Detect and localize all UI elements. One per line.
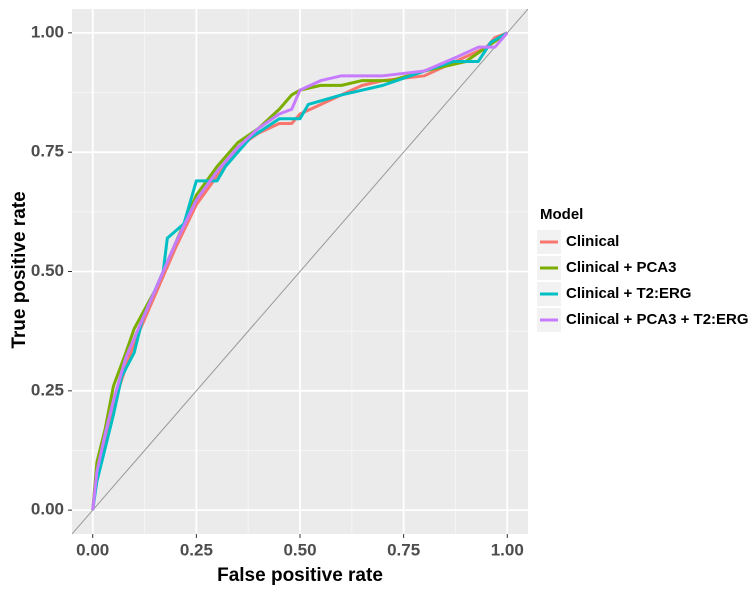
legend-label: Clinical + T2:ERG — [566, 285, 691, 302]
diagonal-reference — [72, 9, 528, 534]
y-tick-label: 0.25 — [31, 380, 64, 399]
y-tick-label: 0.75 — [31, 142, 64, 161]
plot-area — [72, 9, 528, 534]
x-tick-label: 0.75 — [387, 540, 420, 559]
y-tick-label: 1.00 — [31, 22, 64, 41]
x-tick-label: 0.50 — [283, 540, 316, 559]
y-tick-label: 0.00 — [31, 500, 64, 519]
roc-line — [91, 31, 509, 511]
x-tick-label: 1.00 — [491, 540, 524, 559]
legend-label: Clinical + PCA3 — [566, 259, 676, 276]
legend: Clinical Clinical + PCA3 Clinical + T2:ERG… — [537, 230, 748, 332]
legend-title: Model — [540, 206, 583, 223]
x-tick-label: 0.25 — [180, 540, 213, 559]
y-tick-label: 0.50 — [31, 261, 64, 280]
legend-label: Clinical + PCA3 + T2:ERG — [566, 311, 748, 328]
x-tick-label: 0.00 — [76, 540, 109, 559]
legend-label: Clinical — [566, 233, 619, 250]
roc-line — [91, 31, 509, 511]
x-axis-title: False positive rate — [217, 565, 383, 586]
y-axis-title: True positive rate — [9, 191, 30, 348]
